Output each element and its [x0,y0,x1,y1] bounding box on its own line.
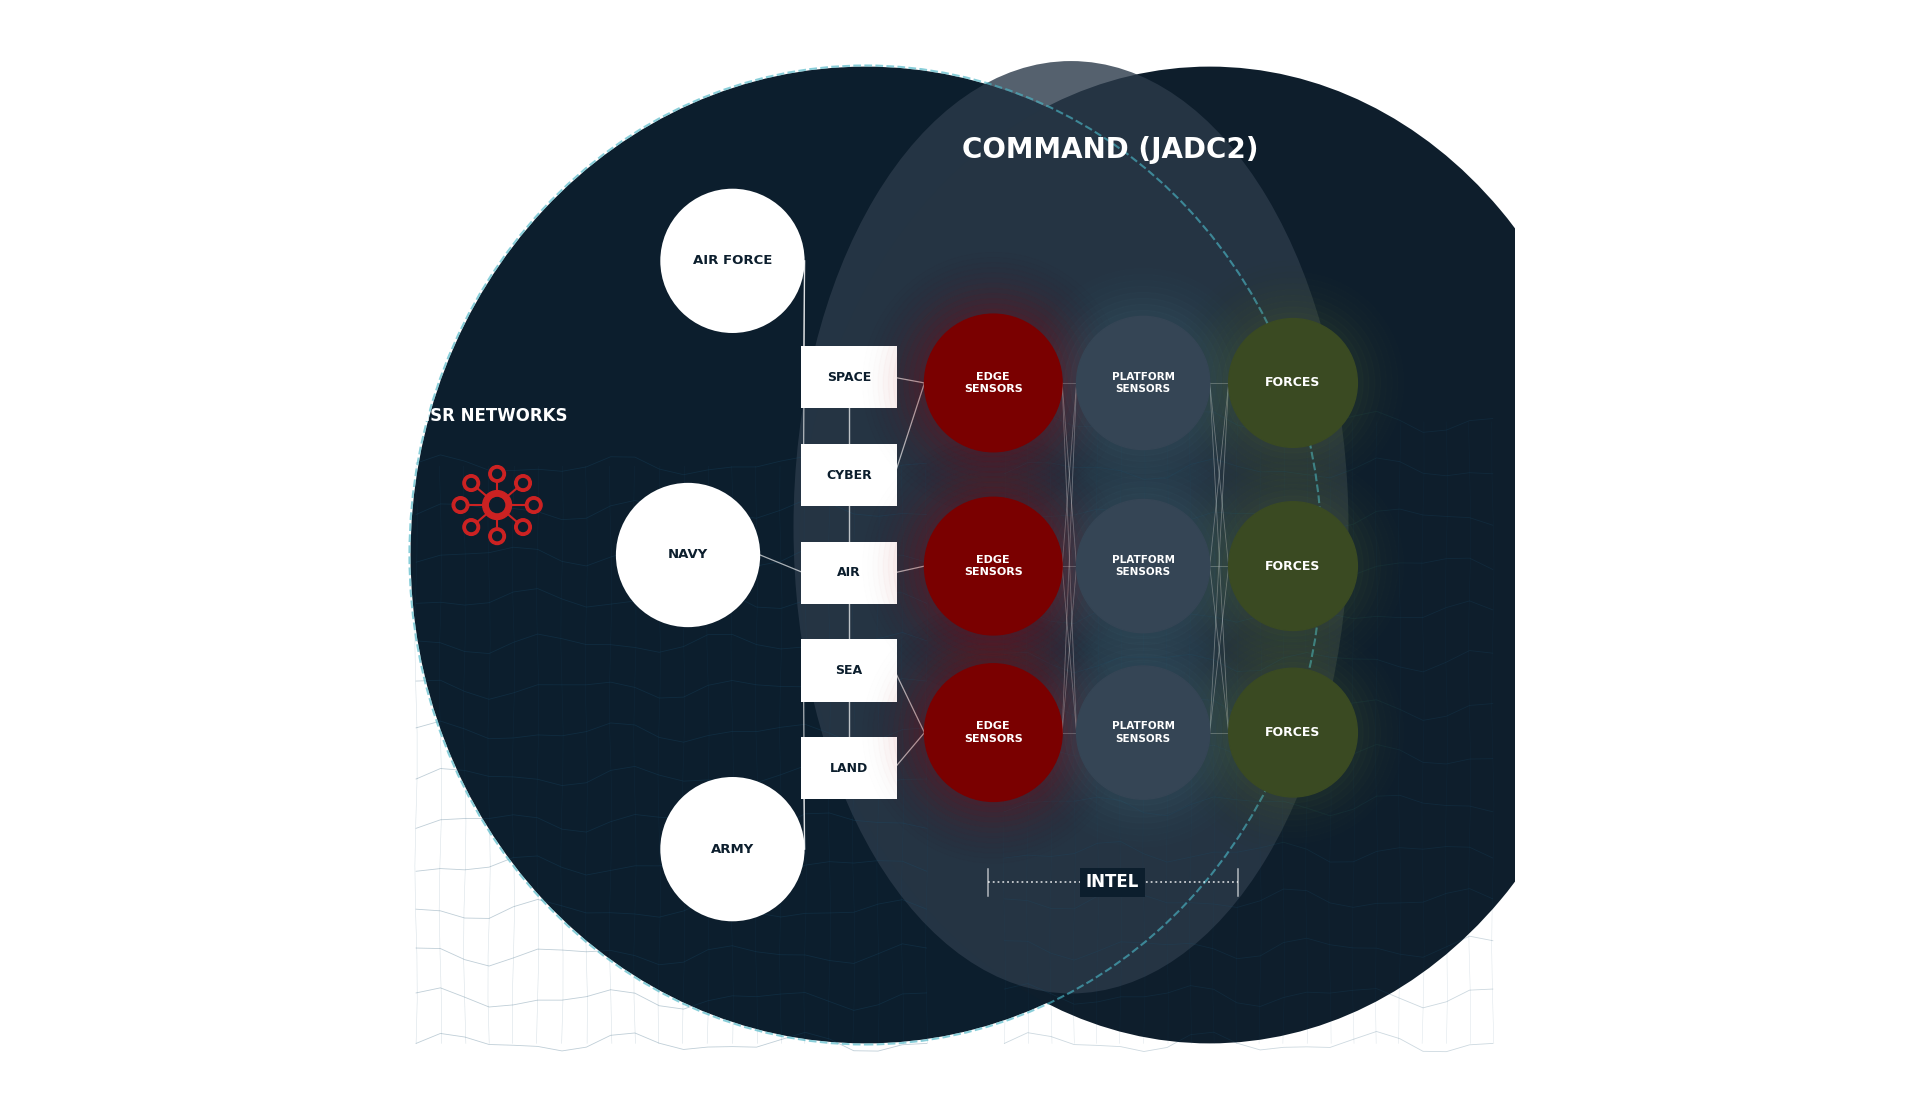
Circle shape [616,483,760,627]
Circle shape [463,518,480,535]
Circle shape [453,496,468,513]
Circle shape [1077,316,1210,450]
Text: FORCES: FORCES [1265,559,1321,573]
Circle shape [482,491,511,519]
Text: LAND: LAND [829,761,868,775]
Text: ISR NETWORKS: ISR NETWORKS [424,407,568,425]
Circle shape [515,518,532,535]
Circle shape [457,501,465,509]
Circle shape [925,497,1062,635]
Circle shape [463,475,480,492]
Circle shape [490,497,505,513]
FancyBboxPatch shape [801,444,897,506]
Circle shape [1077,666,1210,799]
Text: PLATFORM
SENSORS: PLATFORM SENSORS [1112,372,1175,394]
Text: PLATFORM
SENSORS: PLATFORM SENSORS [1112,555,1175,577]
Text: COMMAND (JADC2): COMMAND (JADC2) [962,135,1258,164]
Circle shape [490,465,505,482]
Circle shape [490,528,505,545]
Circle shape [1077,500,1210,633]
Circle shape [467,478,476,487]
Circle shape [518,478,528,487]
Circle shape [467,523,476,532]
FancyBboxPatch shape [801,639,897,702]
Circle shape [925,664,1062,801]
Text: AIR FORCE: AIR FORCE [693,254,772,268]
Ellipse shape [793,61,1348,993]
Text: INTEL: INTEL [1087,874,1139,891]
Text: ARMY: ARMY [710,842,755,856]
Ellipse shape [799,67,1620,1043]
Circle shape [493,470,501,478]
Text: SEA: SEA [835,664,862,677]
FancyBboxPatch shape [801,346,897,408]
Text: EDGE
SENSORS: EDGE SENSORS [964,555,1023,577]
FancyBboxPatch shape [801,542,897,604]
Circle shape [515,475,532,492]
Circle shape [526,496,541,513]
Text: EDGE
SENSORS: EDGE SENSORS [964,722,1023,744]
Circle shape [518,523,528,532]
Text: FORCES: FORCES [1265,726,1321,739]
Circle shape [1229,502,1357,630]
Ellipse shape [411,67,1321,1043]
Text: CYBER: CYBER [826,468,872,482]
Circle shape [530,501,538,509]
Circle shape [660,189,804,333]
Circle shape [1229,319,1357,447]
Text: PLATFORM
SENSORS: PLATFORM SENSORS [1112,722,1175,744]
Text: EDGE
SENSORS: EDGE SENSORS [964,372,1023,394]
Circle shape [660,777,804,921]
Text: NAVY: NAVY [668,548,708,562]
Text: AIR: AIR [837,566,860,579]
Circle shape [925,314,1062,452]
Circle shape [493,532,501,541]
Circle shape [1229,668,1357,797]
Text: FORCES: FORCES [1265,376,1321,390]
FancyBboxPatch shape [801,737,897,799]
Text: SPACE: SPACE [828,371,872,384]
